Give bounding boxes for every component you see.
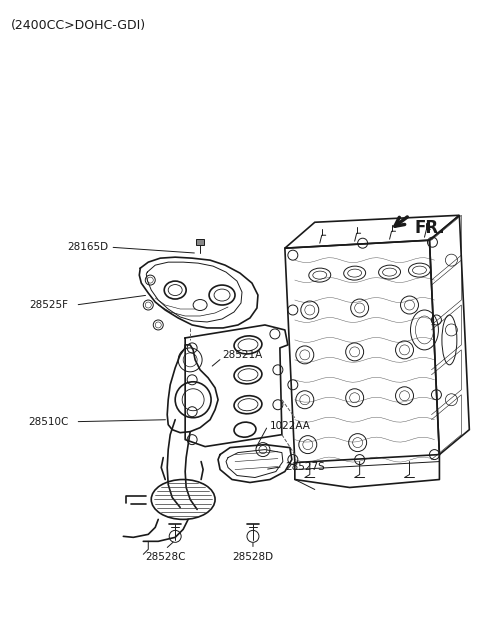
Text: 1022AA: 1022AA xyxy=(270,421,311,430)
Text: 28527S: 28527S xyxy=(285,462,324,472)
Text: FR.: FR. xyxy=(415,219,445,237)
Polygon shape xyxy=(196,239,204,245)
Text: 28528C: 28528C xyxy=(145,552,185,563)
Text: (2400CC>DOHC-GDI): (2400CC>DOHC-GDI) xyxy=(11,19,146,32)
Text: 28165D: 28165D xyxy=(67,242,108,252)
Text: 28525F: 28525F xyxy=(29,300,69,310)
Text: 28528D: 28528D xyxy=(232,552,274,563)
Text: 28510C: 28510C xyxy=(28,417,69,427)
Text: 28521A: 28521A xyxy=(222,350,262,360)
